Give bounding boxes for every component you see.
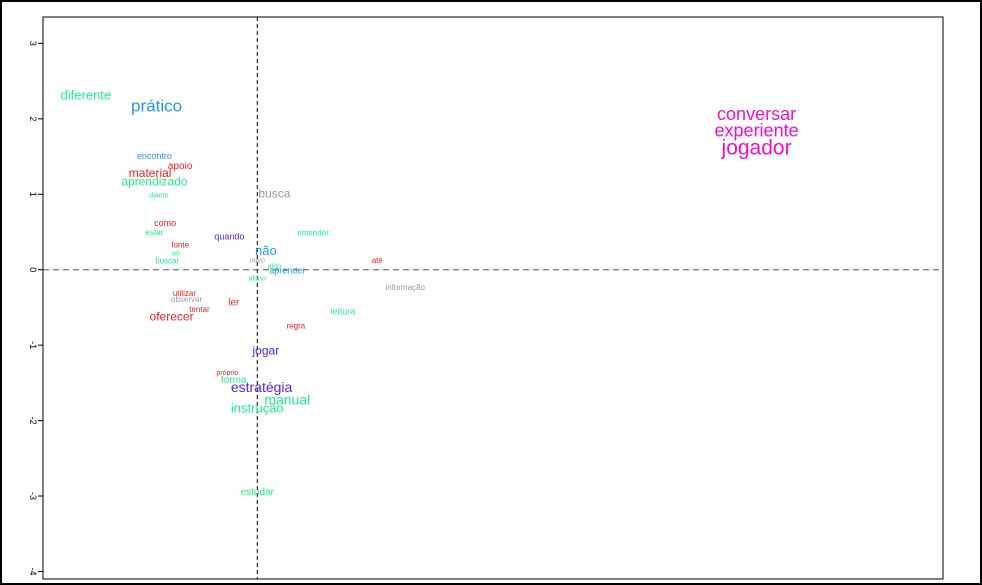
y-tick-label: 2 bbox=[28, 116, 38, 121]
word-point: tentar bbox=[189, 305, 210, 314]
word-point: utilizar bbox=[173, 289, 196, 298]
word-point: jogador bbox=[721, 137, 792, 160]
word-point: diferente bbox=[61, 88, 112, 103]
y-tick-label: -3 bbox=[28, 492, 38, 500]
y-tick-label: 1 bbox=[28, 192, 38, 197]
word-point: buscar bbox=[155, 257, 179, 266]
word-point: aluno bbox=[249, 276, 266, 283]
word-point: leitura bbox=[331, 306, 356, 316]
word-point: até bbox=[372, 256, 384, 265]
word-point: fonte bbox=[171, 241, 189, 250]
word-point: forma bbox=[221, 375, 247, 386]
word-point: prático bbox=[131, 96, 182, 115]
word-point: não bbox=[255, 243, 277, 258]
word-point: quando bbox=[214, 232, 244, 242]
word-point: informação bbox=[385, 283, 425, 292]
word-point: estratégia bbox=[231, 379, 293, 395]
word-point: regra bbox=[287, 321, 306, 330]
y-tick-label: 0 bbox=[28, 267, 38, 272]
y-tick-label: 3 bbox=[28, 41, 38, 46]
word-point: conversar bbox=[717, 104, 796, 124]
word-point: manual bbox=[264, 392, 310, 408]
word-point: jogar bbox=[252, 343, 280, 357]
word-point: encontro bbox=[137, 151, 172, 161]
word-point: material bbox=[129, 166, 172, 180]
word-point: aprendizado bbox=[121, 174, 187, 188]
word-point: experiente bbox=[715, 120, 799, 140]
y-tick-label: -2 bbox=[28, 417, 38, 425]
word-point: instrução bbox=[231, 401, 284, 416]
word-point: novo bbox=[250, 258, 265, 265]
word-point: estar bbox=[146, 228, 164, 237]
word-point: oferecer bbox=[150, 309, 194, 323]
y-tick-label: -4 bbox=[28, 567, 38, 575]
word-labels: diferente prático conversarexperientejogad… bbox=[61, 88, 799, 498]
word-point: entender bbox=[297, 229, 329, 238]
word-point: busca bbox=[258, 186, 290, 200]
plot-area-border bbox=[42, 16, 944, 580]
word-point: próprio bbox=[216, 370, 238, 377]
word-point: apoio bbox=[168, 161, 193, 172]
word-point: ler bbox=[228, 298, 240, 309]
y-tick-label: -1 bbox=[28, 341, 38, 349]
word-point: diante bbox=[149, 193, 168, 200]
word-point: observar bbox=[171, 295, 202, 304]
word-point: algo bbox=[268, 264, 281, 271]
y-axis: 3 2 1 0 -1 -2 -3 -4 bbox=[28, 41, 43, 575]
word-point: como bbox=[154, 218, 176, 228]
word-point: aprender bbox=[269, 266, 305, 276]
word-point: ao bbox=[172, 251, 180, 258]
reference-lines bbox=[43, 17, 943, 579]
word-point: estudar bbox=[241, 487, 275, 498]
